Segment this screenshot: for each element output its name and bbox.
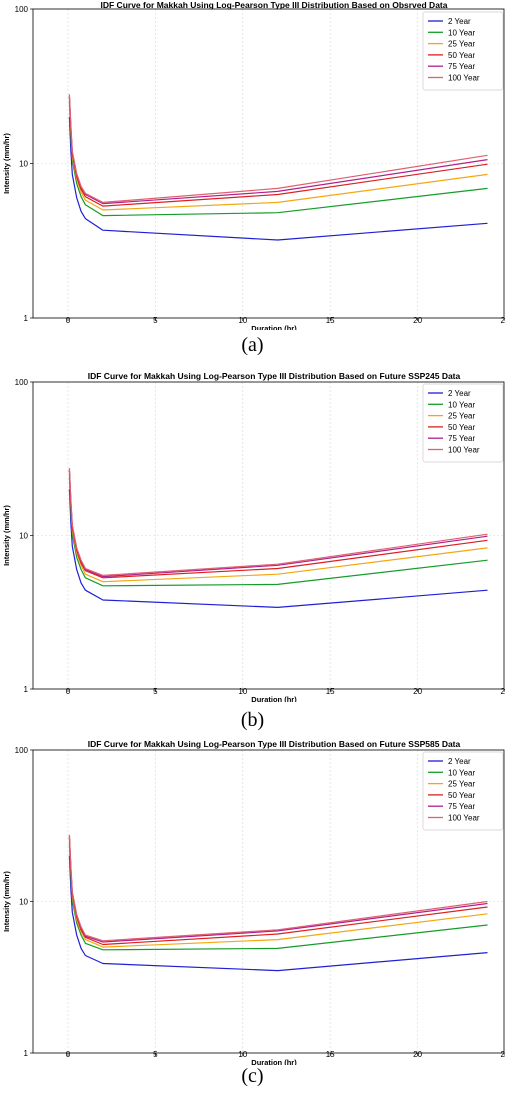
chart-caption-b: (b) <box>240 709 265 731</box>
legend-label: 2 Year <box>448 757 471 766</box>
chart-panel-a: IDF Curve for Makkah Using Log-Pearson T… <box>0 0 505 367</box>
legend-label: 25 Year <box>448 40 475 49</box>
x-tick-label: 20 <box>413 316 422 325</box>
series-line-100-year <box>68 468 488 576</box>
chart-title: IDF Curve for Makkah Using Log-Pearson T… <box>88 739 461 749</box>
x-tick-label: 0 <box>66 687 71 696</box>
legend-label: 75 Year <box>448 802 475 811</box>
series-line-50-year <box>68 470 488 579</box>
series-line-75-year <box>68 836 488 943</box>
y-axis-label: Intensity (mm/hr) <box>2 133 11 194</box>
chart-caption-c: (c) <box>241 1065 264 1087</box>
y-tick-label: 1 <box>24 314 29 323</box>
x-axis-label: Duration (hr) <box>251 695 297 702</box>
y-tick-label: 100 <box>15 746 29 755</box>
series-line-100-year <box>68 94 488 203</box>
y-tick-label: 1 <box>24 685 29 694</box>
y-tick-label: 10 <box>19 532 28 541</box>
legend-box <box>422 383 504 463</box>
legend-label: 100 Year <box>448 446 480 455</box>
legend-box <box>422 11 504 91</box>
y-tick-label: 10 <box>19 898 28 907</box>
legend-box <box>422 751 504 831</box>
x-tick-label: 0 <box>66 316 71 325</box>
x-tick-label: 15 <box>326 316 335 325</box>
legend-label: 10 Year <box>448 400 475 409</box>
chart-panel-c: IDF Curve for Makkah Using Log-Pearson T… <box>0 735 505 1101</box>
y-tick-label: 1 <box>24 1049 29 1058</box>
series-line-50-year <box>68 837 488 946</box>
idf-chart-a: IDF Curve for Makkah Using Log-Pearson T… <box>2 0 505 333</box>
series-line-10-year <box>68 101 488 217</box>
y-axis-label: Intensity (mm/hr) <box>2 871 11 932</box>
x-tick-label: 25 <box>501 316 505 325</box>
chart-caption-a: (a) <box>241 334 264 356</box>
x-axis-label: Duration (hr) <box>251 1058 297 1065</box>
x-tick-label: 5 <box>153 687 158 696</box>
legend-label: 2 Year <box>448 17 471 26</box>
legend-label: 50 Year <box>448 51 475 60</box>
series-line-2-year <box>68 489 488 608</box>
x-tick-label: 10 <box>238 687 247 696</box>
x-tick-label: 15 <box>326 687 335 696</box>
x-tick-label: 0 <box>66 1050 71 1059</box>
chart-title: IDF Curve for Makkah Using Log-Pearson T… <box>101 0 448 10</box>
x-tick-label: 25 <box>501 687 505 696</box>
y-tick-label: 100 <box>15 378 29 387</box>
legend-label: 50 Year <box>448 791 475 800</box>
legend-label: 2 Year <box>448 389 471 398</box>
series-line-2-year <box>68 116 488 241</box>
legend-label: 75 Year <box>448 434 475 443</box>
idf-chart-b: IDF Curve for Makkah Using Log-Pearson T… <box>2 371 505 704</box>
x-tick-label: 5 <box>153 1050 158 1059</box>
series-line-100-year <box>68 834 488 942</box>
y-tick-label: 100 <box>15 5 29 14</box>
series-line-10-year <box>68 477 488 587</box>
legend-label: 75 Year <box>448 62 475 71</box>
series-line-50-year <box>68 96 488 207</box>
x-tick-label: 10 <box>238 1050 247 1059</box>
x-tick-label: 5 <box>153 316 158 325</box>
x-axis-label: Duration (hr) <box>251 324 297 330</box>
x-tick-label: 25 <box>501 1050 505 1059</box>
x-tick-label: 15 <box>326 1050 335 1059</box>
y-axis-label: Intensity (mm/hr) <box>2 505 11 566</box>
legend-label: 100 Year <box>448 74 480 83</box>
legend-label: 25 Year <box>448 412 475 421</box>
legend-label: 100 Year <box>448 814 480 823</box>
series-line-75-year <box>68 469 488 578</box>
legend-label: 10 Year <box>448 768 475 777</box>
x-tick-label: 20 <box>413 1050 422 1059</box>
series-line-25-year <box>68 99 488 211</box>
idf-chart-c: IDF Curve for Makkah Using Log-Pearson T… <box>2 739 505 1067</box>
x-tick-label: 10 <box>238 316 247 325</box>
legend-label: 50 Year <box>448 423 475 432</box>
legend-label: 25 Year <box>448 780 475 789</box>
series-line-75-year <box>68 95 488 205</box>
series-line-2-year <box>68 855 488 972</box>
chart-panel-b: IDF Curve for Makkah Using Log-Pearson T… <box>0 367 505 735</box>
chart-title: IDF Curve for Makkah Using Log-Pearson T… <box>88 371 461 381</box>
x-tick-label: 20 <box>413 687 422 696</box>
legend-label: 10 Year <box>448 28 475 37</box>
y-tick-label: 10 <box>19 160 28 169</box>
